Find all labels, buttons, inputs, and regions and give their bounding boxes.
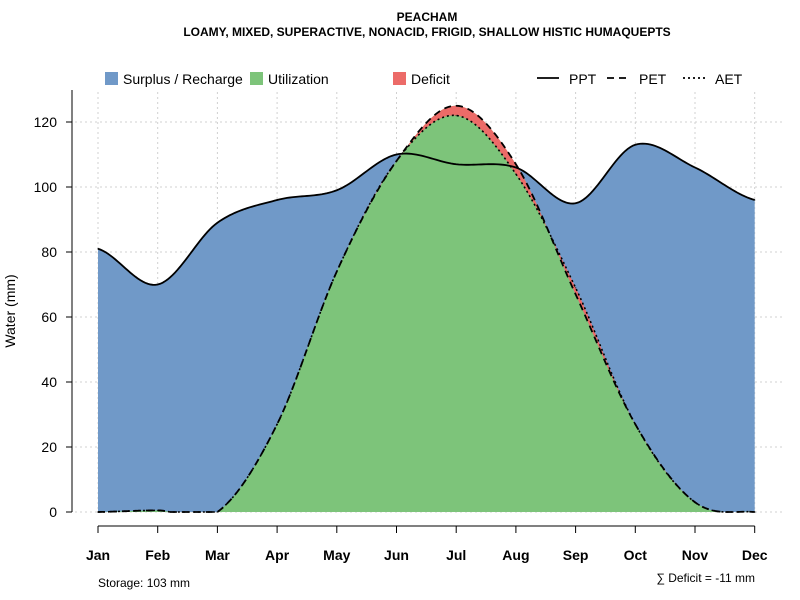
legend-label: Utilization (268, 71, 329, 87)
utilization-area (98, 105, 755, 512)
ppt-point (694, 166, 696, 169)
storage-note: Storage: 103 mm (98, 576, 190, 590)
legend-label: Surplus / Recharge (123, 71, 243, 87)
x-tick-label: Apr (265, 547, 290, 563)
y-tick-label: 80 (41, 244, 57, 260)
ppt-point (455, 163, 458, 166)
legend-item: Utilization (250, 71, 329, 87)
legend-swatch (250, 72, 263, 85)
chart-subtitle: LOAMY, MIXED, SUPERACTIVE, NONACID, FRIG… (183, 25, 670, 39)
legend-swatch (393, 72, 406, 85)
area-fills (98, 105, 755, 512)
y-axis-label: Water (mm) (2, 274, 18, 347)
pet-point (515, 163, 517, 166)
chart-title: PEACHAM (397, 10, 458, 24)
x-tick-label: Aug (502, 547, 529, 563)
ppt-point (276, 199, 278, 201)
legend-label: Deficit (411, 71, 450, 87)
deficit-note: ∑ Deficit = -11 mm (656, 571, 755, 585)
x-tick-label: Nov (682, 547, 709, 563)
aet-point (694, 501, 696, 504)
ppt-point (395, 153, 398, 156)
y-tick-label: 20 (41, 439, 57, 455)
legend-item: AET (683, 71, 743, 87)
x-tick-label: Dec (742, 547, 768, 563)
x-tick-label: May (323, 547, 350, 563)
aet-point (395, 160, 398, 162)
pet-line (97, 104, 755, 513)
x-tick-label: Jun (384, 547, 409, 563)
aet-point (574, 286, 577, 289)
x-tick-label: Feb (145, 547, 170, 563)
y-tick-label: 120 (34, 114, 58, 130)
legend-item: Surplus / Recharge (105, 71, 243, 87)
aet-point (753, 511, 756, 513)
legend-item: PPT (537, 71, 597, 87)
series-lines (97, 104, 756, 513)
legend-item: Deficit (393, 71, 450, 87)
pet-point (455, 104, 458, 107)
aet-point (216, 511, 219, 513)
legend-item: PET (607, 71, 667, 87)
aet-point (156, 509, 159, 512)
aet-point (276, 423, 278, 426)
legend-swatch (105, 72, 118, 85)
y-tick-label: 40 (41, 374, 57, 390)
aet-point (634, 423, 637, 426)
legend: Surplus / Recharge Utilization Deficit PPT P… (105, 71, 743, 87)
aet-point (455, 114, 458, 117)
ppt-point (336, 189, 338, 192)
axes: 0 20 40 60 80 100 120 Jan Feb Mar Apr May Jun Jul Aug S… (34, 90, 768, 563)
legend-label: PET (639, 71, 667, 87)
y-tick-label: 0 (49, 504, 57, 520)
ppt-point (753, 199, 756, 201)
ppt-point (634, 143, 637, 146)
aet-line (97, 114, 755, 513)
ppt-line (97, 142, 755, 286)
x-tick-label: Jan (86, 547, 110, 563)
aet-point (97, 511, 99, 513)
pet-point (574, 293, 577, 296)
legend-label: PPT (569, 71, 597, 87)
ppt-point (574, 202, 577, 205)
x-tick-label: Oct (624, 547, 648, 563)
ppt-point (97, 247, 99, 250)
ppt-point (216, 221, 219, 224)
legend-label: AET (715, 71, 743, 87)
ppt-point (156, 283, 159, 286)
x-tick-label: Sep (563, 547, 589, 563)
y-tick-label: 60 (41, 309, 57, 325)
x-tick-label: Jul (446, 547, 466, 563)
aet-point (515, 173, 517, 175)
aet-point (336, 270, 338, 273)
y-tick-label: 100 (34, 179, 58, 195)
ppt-point (515, 166, 517, 169)
x-tick-label: Mar (205, 547, 230, 563)
